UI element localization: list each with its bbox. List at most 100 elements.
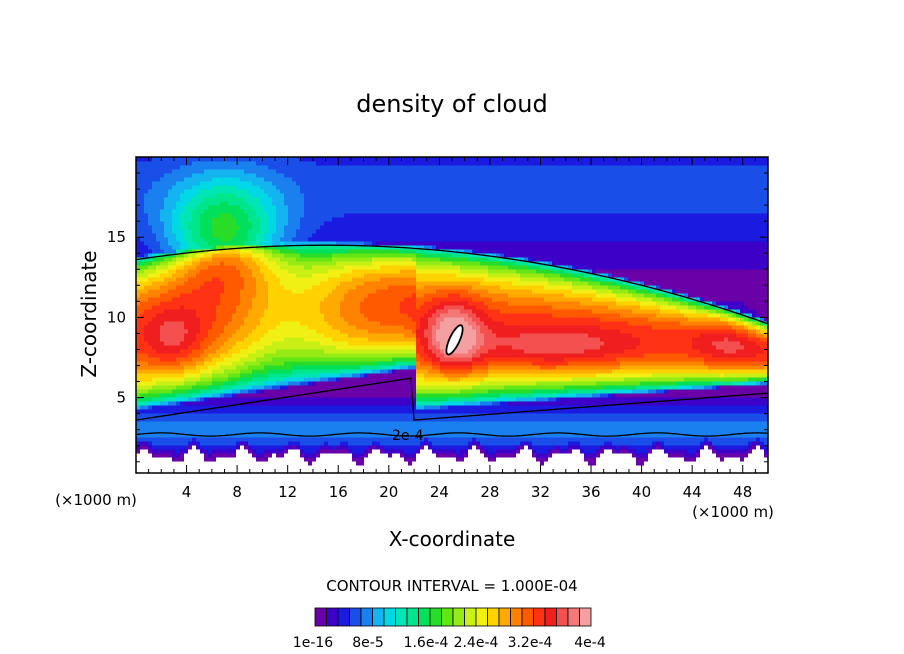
field-cell bbox=[700, 445, 705, 450]
field-cell bbox=[640, 433, 645, 438]
field-cell bbox=[648, 445, 653, 450]
field-cell bbox=[716, 457, 721, 462]
field-cell bbox=[304, 469, 309, 474]
field-cell bbox=[212, 465, 217, 470]
field-cell bbox=[708, 401, 713, 406]
field-cell bbox=[420, 457, 425, 462]
field-cell bbox=[168, 377, 173, 382]
field-cell bbox=[448, 373, 453, 378]
field-cell bbox=[688, 369, 693, 374]
field-cell bbox=[572, 349, 577, 354]
field-cell bbox=[520, 377, 525, 382]
field-cell bbox=[732, 381, 737, 386]
field-cell bbox=[624, 469, 629, 474]
field-cell bbox=[148, 469, 153, 474]
field-cell bbox=[196, 461, 201, 466]
field-cell bbox=[532, 397, 537, 402]
field-cell bbox=[728, 401, 733, 406]
field-cell bbox=[388, 469, 393, 474]
field-cell bbox=[308, 369, 313, 374]
field-cell bbox=[152, 389, 157, 394]
field-cell bbox=[572, 425, 577, 430]
field-cell bbox=[396, 357, 401, 362]
field-cell bbox=[200, 449, 205, 454]
field-cell bbox=[316, 345, 321, 350]
field-cell bbox=[744, 429, 749, 434]
field-cell bbox=[456, 429, 461, 434]
field-cell bbox=[480, 397, 485, 402]
field-cell bbox=[524, 397, 529, 402]
field-cell bbox=[388, 421, 393, 426]
field-cell bbox=[488, 437, 493, 442]
field-cell bbox=[624, 365, 629, 370]
field-cell bbox=[608, 449, 613, 454]
field-cell bbox=[496, 381, 501, 386]
field-cell bbox=[468, 401, 473, 406]
field-cell bbox=[324, 409, 329, 414]
field-cell bbox=[152, 349, 157, 354]
field-cell bbox=[388, 461, 393, 466]
field-cell bbox=[712, 461, 717, 466]
field-cell bbox=[372, 361, 377, 366]
field-cell bbox=[644, 373, 649, 378]
field-cell bbox=[432, 457, 437, 462]
field-cell bbox=[684, 393, 689, 398]
field-cell bbox=[584, 465, 589, 470]
field-cell bbox=[604, 365, 609, 370]
field-cell bbox=[320, 429, 325, 434]
field-cell bbox=[244, 445, 249, 450]
field-cell bbox=[764, 365, 769, 370]
field-cell bbox=[272, 357, 277, 362]
field-cell bbox=[260, 349, 265, 354]
field-cell bbox=[332, 361, 337, 366]
field-cell bbox=[700, 397, 705, 402]
field-cell bbox=[712, 429, 717, 434]
field-cell bbox=[740, 417, 745, 422]
field-cell bbox=[704, 449, 709, 454]
field-cell bbox=[428, 409, 433, 414]
field-cell bbox=[292, 445, 297, 450]
field-cell bbox=[764, 449, 769, 454]
field-cell bbox=[320, 353, 325, 358]
field-cell bbox=[416, 469, 421, 474]
field-cell bbox=[332, 385, 337, 390]
field-cell bbox=[652, 453, 657, 458]
field-cell bbox=[564, 393, 569, 398]
field-cell bbox=[212, 429, 217, 434]
field-cell bbox=[660, 357, 665, 362]
field-cell bbox=[600, 465, 605, 470]
field-cell bbox=[516, 437, 521, 442]
field-cell bbox=[248, 393, 253, 398]
field-cell bbox=[240, 421, 245, 426]
field-cell bbox=[524, 429, 529, 434]
field-cell bbox=[164, 405, 169, 410]
field-cell bbox=[248, 457, 253, 462]
field-cell bbox=[492, 437, 497, 442]
field-cell bbox=[380, 461, 385, 466]
field-cell bbox=[332, 377, 337, 382]
field-cell bbox=[556, 441, 561, 446]
field-cell bbox=[424, 453, 429, 458]
field-cell bbox=[300, 417, 305, 422]
field-cell bbox=[140, 429, 145, 434]
field-cell bbox=[720, 385, 725, 390]
field-cell bbox=[496, 425, 501, 430]
field-cell bbox=[272, 429, 277, 434]
field-cell bbox=[324, 445, 329, 450]
field-cell bbox=[536, 405, 541, 410]
field-cell bbox=[640, 457, 645, 462]
field-cell bbox=[636, 461, 641, 466]
field-cell bbox=[732, 445, 737, 450]
field-cell bbox=[152, 397, 157, 402]
field-cell bbox=[696, 425, 701, 430]
field-cell bbox=[352, 445, 357, 450]
field-cell bbox=[576, 349, 581, 354]
field-cell bbox=[312, 349, 317, 354]
field-cell bbox=[268, 441, 273, 446]
field-cell bbox=[568, 405, 573, 410]
field-cell bbox=[708, 429, 713, 434]
field-cell bbox=[356, 361, 361, 366]
field-cell bbox=[672, 417, 677, 422]
field-cell bbox=[356, 417, 361, 422]
field-cell bbox=[448, 461, 453, 466]
